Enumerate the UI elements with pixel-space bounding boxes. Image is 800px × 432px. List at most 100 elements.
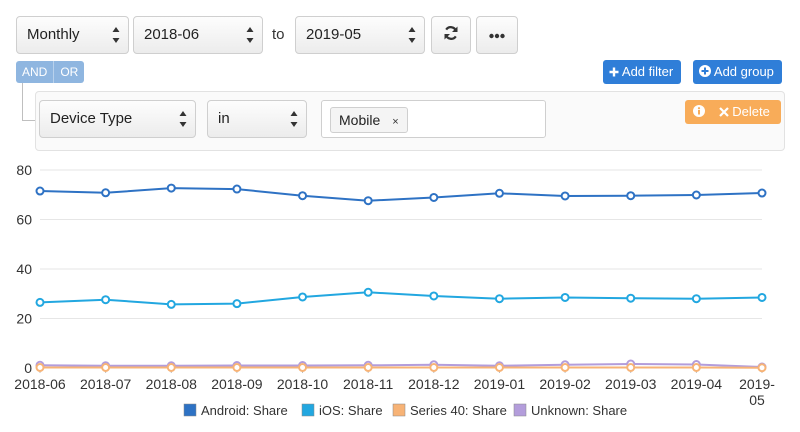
operator-select-value: in: [218, 110, 230, 127]
data-point[interactable]: [363, 196, 373, 206]
data-point[interactable]: [494, 363, 504, 373]
x-tick-label: 2018-08: [146, 376, 198, 392]
add-group-label: Add group: [713, 64, 774, 79]
data-point[interactable]: [691, 363, 701, 373]
logic-toggle: AND OR: [16, 61, 85, 83]
x-tick-label: 2018-12: [408, 376, 460, 392]
close-icon[interactable]: ×: [392, 116, 399, 128]
legend-swatch: [513, 403, 527, 417]
field-select[interactable]: Device Type: [39, 100, 196, 138]
y-tick-label: 60: [16, 212, 32, 228]
data-point[interactable]: [166, 363, 176, 373]
period-select-value: Monthly: [27, 26, 80, 43]
data-point[interactable]: [363, 363, 373, 373]
y-tick-label: 20: [16, 311, 32, 327]
plus-icon: [609, 64, 622, 79]
data-point[interactable]: [232, 184, 242, 194]
x-tick-label: 2018-11: [343, 376, 394, 392]
data-point[interactable]: [757, 363, 767, 373]
legend-item[interactable]: iOS: Share: [301, 403, 383, 418]
x-tick-label: 2018-09: [211, 376, 263, 392]
info-circle-icon: [693, 100, 705, 124]
refresh-button[interactable]: [431, 16, 471, 54]
legend-item[interactable]: Android: Share: [183, 403, 288, 418]
group-connector-line: [22, 83, 36, 121]
select-arrows-icon: [246, 26, 254, 44]
series-line-ios-share: [39, 291, 763, 306]
ellipsis-icon: [489, 26, 505, 44]
end-date-select[interactable]: 2019-05: [295, 16, 425, 54]
operator-select[interactable]: in: [207, 100, 307, 138]
more-options-button[interactable]: [476, 16, 518, 54]
share-line-chart: 0 20 40 60 80 2018-06 2018-07 2018-08 2018-09 20…: [14, 162, 775, 418]
value-tag-label: Mobile: [339, 112, 381, 128]
data-point[interactable]: [429, 363, 439, 373]
data-point[interactable]: [232, 363, 242, 373]
data-point[interactable]: [166, 299, 176, 309]
data-point[interactable]: [757, 188, 767, 198]
x-tick-label: 2019-01: [474, 376, 526, 392]
or-toggle[interactable]: OR: [54, 61, 85, 83]
data-point[interactable]: [626, 293, 636, 303]
data-point[interactable]: [35, 186, 45, 196]
data-point[interactable]: [626, 363, 636, 373]
data-point[interactable]: [101, 188, 111, 198]
data-point[interactable]: [232, 299, 242, 309]
data-point[interactable]: [429, 291, 439, 301]
start-date-select[interactable]: 2018-06: [133, 16, 263, 54]
data-point[interactable]: [166, 183, 176, 193]
series-line-android-share: [39, 187, 763, 202]
period-select[interactable]: Monthly: [16, 16, 129, 54]
x-tick-label: 2019-04: [671, 376, 723, 392]
data-point[interactable]: [757, 292, 767, 302]
data-point[interactable]: [560, 363, 570, 373]
x-tick-label: 2018-10: [277, 376, 329, 392]
legend-label: Android: Share: [201, 403, 288, 418]
data-point[interactable]: [298, 363, 308, 373]
data-point[interactable]: [298, 292, 308, 302]
legend-swatch: [392, 403, 406, 417]
plus-circle-icon: [699, 64, 714, 79]
date-range-to-label: to: [272, 26, 285, 43]
data-point[interactable]: [560, 292, 570, 302]
data-point[interactable]: [101, 363, 111, 373]
data-point[interactable]: [494, 188, 504, 198]
delete-label: Delete: [732, 104, 770, 119]
data-point[interactable]: [691, 190, 701, 200]
legend-item[interactable]: Series 40: Share: [392, 403, 507, 418]
data-point[interactable]: [363, 287, 373, 297]
add-filter-label: Add filter: [621, 64, 674, 79]
data-point[interactable]: [494, 294, 504, 304]
data-point[interactable]: [35, 363, 45, 373]
field-select-value: Device Type: [50, 110, 133, 127]
data-point[interactable]: [35, 297, 45, 307]
x-tick-label: 2019-02: [539, 376, 591, 392]
value-tag: Mobile ×: [330, 107, 408, 133]
add-group-button[interactable]: Add group: [693, 60, 782, 84]
legend-label: Series 40: Share: [410, 403, 507, 418]
series-line-unknown-share: [39, 362, 763, 368]
x-tick-label: 2018-06: [14, 376, 66, 392]
select-arrows-icon: [112, 26, 120, 44]
delete-rule-button[interactable]: Delete: [685, 100, 781, 124]
x-tick-label: 2019-03: [605, 376, 657, 392]
data-point[interactable]: [691, 294, 701, 304]
legend-item[interactable]: Unknown: Share: [513, 403, 627, 418]
data-point[interactable]: [298, 191, 308, 201]
start-date-value: 2018-06: [144, 26, 200, 43]
data-point[interactable]: [560, 191, 570, 201]
filter-value-input[interactable]: Mobile ×: [321, 100, 546, 138]
data-point[interactable]: [429, 192, 439, 202]
and-toggle[interactable]: AND: [16, 61, 55, 83]
x-tick-label: 2019-05: [739, 376, 775, 408]
x-tick-label: 2018-07: [80, 376, 132, 392]
legend-swatch: [301, 403, 315, 417]
data-point[interactable]: [626, 191, 636, 201]
refresh-icon: [443, 25, 459, 46]
y-tick-label: 80: [16, 162, 32, 178]
data-point[interactable]: [101, 295, 111, 305]
end-date-value: 2019-05: [306, 26, 362, 43]
select-arrows-icon: [290, 110, 298, 128]
y-tick-label: 0: [24, 360, 32, 376]
add-filter-button[interactable]: Add filter: [603, 60, 682, 84]
